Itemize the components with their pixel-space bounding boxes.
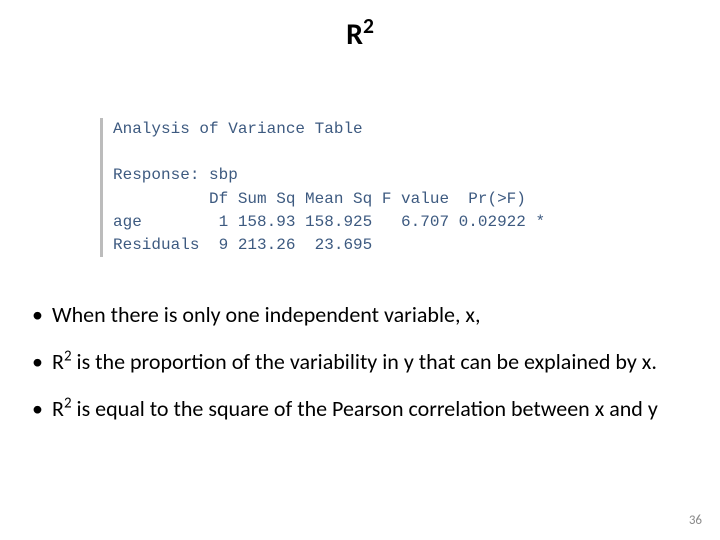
title-base: R [346,16,363,53]
bullet-dot: • [30,302,52,329]
list-item: • When there is only one independent var… [30,302,690,329]
title-sup: 2 [363,12,374,39]
list-item: • R2 is equal to the square of the Pears… [30,396,690,423]
bullet-dot: • [30,349,52,376]
anova-text: Analysis of Variance Table Response: sbp… [113,118,545,257]
bullet-dot: • [30,396,52,423]
page-number: 36 [689,513,702,528]
bullet-list: • When there is only one independent var… [30,302,690,442]
bullet-text-0: When there is only one independent varia… [52,302,690,329]
list-item: • R2 is the proportion of the variabilit… [30,349,690,376]
bullet-text-1: R2 is the proportion of the variability … [52,349,690,376]
anova-output-block: Analysis of Variance Table Response: sbp… [100,118,545,257]
bullet-text-2: R2 is equal to the square of the Pearson… [52,396,690,423]
slide-title: R2 [0,16,720,53]
anova-vertical-bar [100,118,103,257]
